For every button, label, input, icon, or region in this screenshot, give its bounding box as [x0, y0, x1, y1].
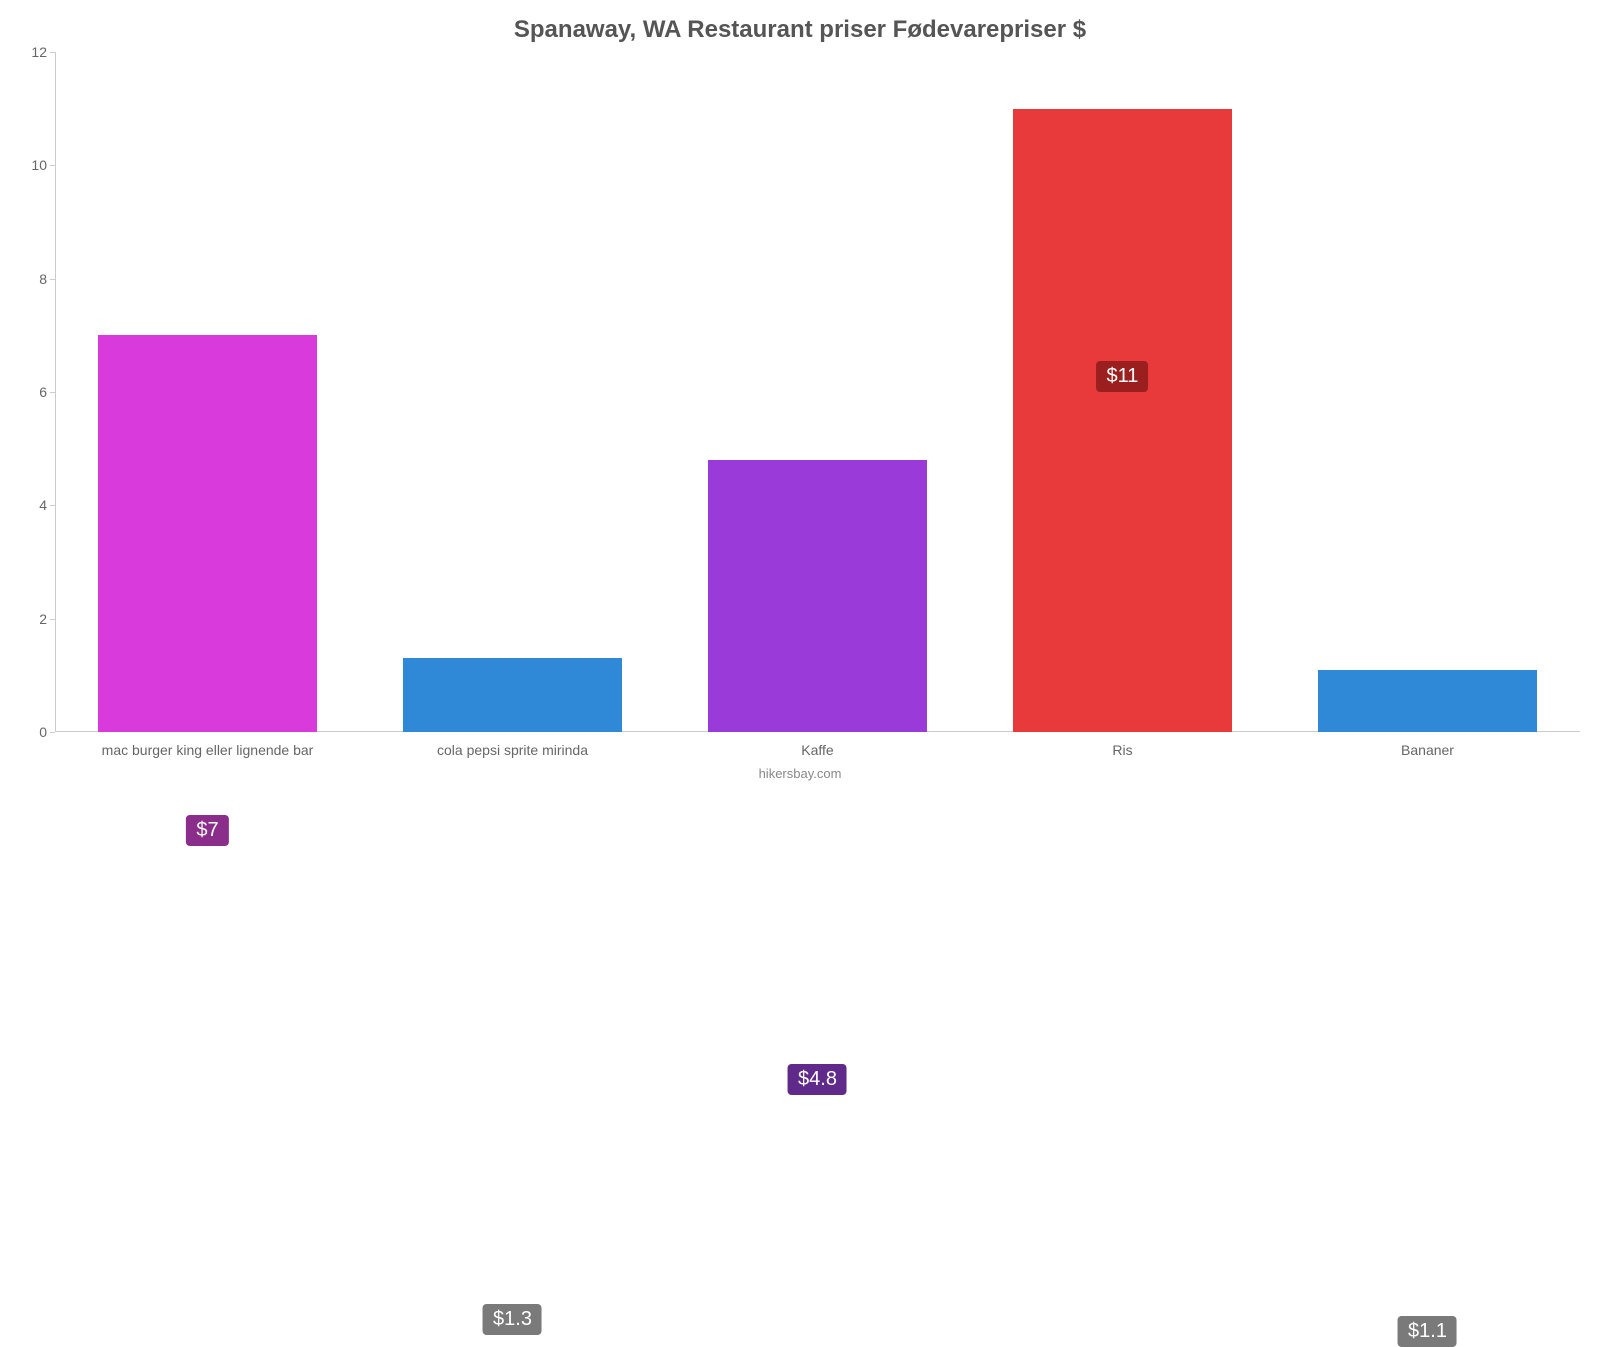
- y-tick-mark: [50, 619, 55, 620]
- bar: $1.1: [1318, 670, 1538, 732]
- bar-value-label: $7: [186, 815, 228, 846]
- x-tick-label: cola pepsi sprite mirinda: [437, 742, 588, 758]
- bar: $7: [98, 335, 318, 732]
- x-tick-label: Ris: [1112, 742, 1132, 758]
- y-tick-label: 4: [39, 497, 47, 513]
- bar-value-label: $1.1: [1398, 1316, 1457, 1347]
- x-tick-label: mac burger king eller lignende bar: [102, 742, 314, 758]
- x-tick-label: Bananer: [1401, 742, 1454, 758]
- y-tick-label: 8: [39, 271, 47, 287]
- y-tick-label: 10: [31, 157, 47, 173]
- y-tick-label: 2: [39, 611, 47, 627]
- y-tick-mark: [50, 165, 55, 166]
- y-tick-label: 12: [31, 44, 47, 60]
- y-tick-mark: [50, 52, 55, 53]
- bar: $11: [1013, 109, 1233, 732]
- bar-value-label: $1.3: [483, 1304, 542, 1335]
- bar-value-label: $4.8: [788, 1064, 847, 1095]
- y-tick-mark: [50, 732, 55, 733]
- y-tick-mark: [50, 392, 55, 393]
- y-tick-mark: [50, 505, 55, 506]
- bar-value-label: $11: [1097, 361, 1149, 392]
- bar: $1.3: [403, 658, 623, 732]
- chart-credit: hikersbay.com: [0, 766, 1600, 781]
- bar: $4.8: [708, 460, 928, 732]
- price-bar-chart: Spanaway, WA Restaurant priser Fødevarep…: [0, 0, 1600, 800]
- plot-area: 024681012$7mac burger king eller lignend…: [55, 52, 1580, 732]
- y-tick-label: 6: [39, 384, 47, 400]
- y-tick-label: 0: [39, 724, 47, 740]
- x-tick-label: Kaffe: [801, 742, 833, 758]
- y-axis-line: [55, 52, 56, 732]
- chart-title: Spanaway, WA Restaurant priser Fødevarep…: [0, 16, 1600, 44]
- y-tick-mark: [50, 279, 55, 280]
